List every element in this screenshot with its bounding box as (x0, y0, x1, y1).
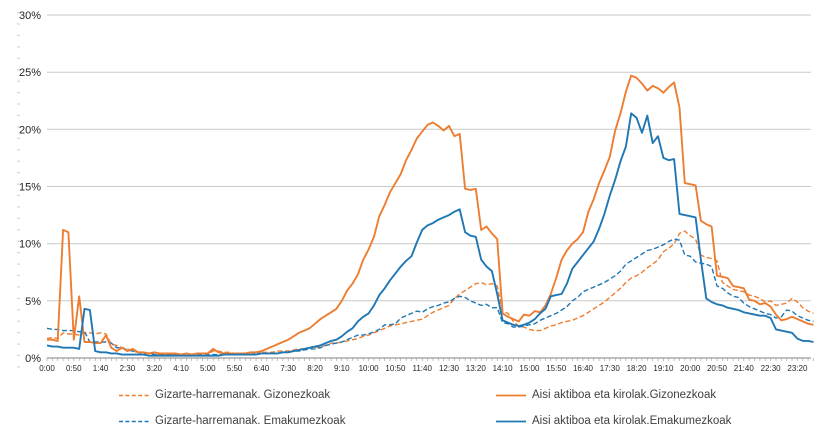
legend-label: Aisi aktiboa eta kirolak.Gizonezkoak (532, 389, 717, 401)
svg-text:1:40: 1:40 (93, 364, 109, 373)
legend-label: Gizarte-harremanak. Gizonezkoak (155, 389, 331, 401)
svg-text:10:00: 10:00 (359, 364, 380, 373)
svg-text:15%: 15% (19, 182, 41, 194)
svg-text:18:20: 18:20 (627, 364, 648, 373)
activity-timeline-line-chart: 0% 5% 10% 15% 20% 25% 30% 0:00 0:50 1:40 2:30 3:20 4… (17, 10, 814, 373)
legend-item-aisi-aktiboa-gizonezkoak: Aisi aktiboa eta kirolak.Gizonezkoak (495, 389, 716, 401)
svg-text:3:20: 3:20 (146, 364, 162, 373)
svg-text:0:00: 0:00 (39, 364, 55, 373)
svg-text:20%: 20% (19, 124, 41, 136)
legend-item-aisi-aktiboa-emakumezkoak: Aisi aktiboa eta kirolak.Emakumezkoak (495, 415, 731, 427)
svg-text:5:50: 5:50 (227, 364, 243, 373)
svg-text:10%: 10% (19, 239, 41, 251)
svg-text:11:40: 11:40 (412, 364, 432, 373)
svg-text:4:10: 4:10 (173, 364, 189, 373)
svg-text:23:20: 23:20 (787, 364, 808, 373)
svg-text:8:20: 8:20 (307, 364, 323, 373)
svg-text:0%: 0% (25, 353, 41, 365)
dashed-orange-line-icon (119, 394, 149, 396)
legend-label: Gizarte-harremanak. Emakumezkoak (155, 415, 346, 427)
svg-text:5:00: 5:00 (200, 364, 216, 373)
svg-text:25%: 25% (19, 67, 41, 79)
legend-label: Aisi aktiboa eta kirolak.Emakumezkoak (532, 415, 732, 427)
solid-orange-line-icon (496, 394, 526, 396)
legend-item-gizarte-harremanak-emakumezkoak: Gizarte-harremanak. Emakumezkoak (118, 415, 345, 427)
svg-text:21:40: 21:40 (734, 364, 755, 373)
svg-text:5%: 5% (25, 296, 41, 308)
svg-text:0:50: 0:50 (66, 364, 82, 373)
svg-text:15:00: 15:00 (519, 364, 540, 373)
svg-text:20:00: 20:00 (680, 364, 701, 373)
svg-text:6:40: 6:40 (254, 364, 270, 373)
svg-text:2:30: 2:30 (120, 364, 136, 373)
svg-text:19:10: 19:10 (653, 364, 674, 373)
svg-text:20:50: 20:50 (707, 364, 728, 373)
svg-text:30%: 30% (19, 10, 41, 22)
svg-text:12:30: 12:30 (439, 364, 460, 373)
solid-blue-line-icon (496, 420, 526, 422)
svg-text:7:30: 7:30 (280, 364, 296, 373)
legend-item-gizarte-harremanak-gizonezkoak: Gizarte-harremanak. Gizonezkoak (118, 389, 330, 401)
svg-text:16:40: 16:40 (573, 364, 594, 373)
svg-text:10:50: 10:50 (385, 364, 406, 373)
svg-text:9:10: 9:10 (334, 364, 350, 373)
svg-text:17:30: 17:30 (600, 364, 621, 373)
svg-text:13:20: 13:20 (466, 364, 487, 373)
svg-text:15:50: 15:50 (546, 364, 567, 373)
svg-text:14:10: 14:10 (493, 364, 514, 373)
dashed-blue-line-icon (119, 420, 149, 422)
svg-text:22:30: 22:30 (761, 364, 782, 373)
